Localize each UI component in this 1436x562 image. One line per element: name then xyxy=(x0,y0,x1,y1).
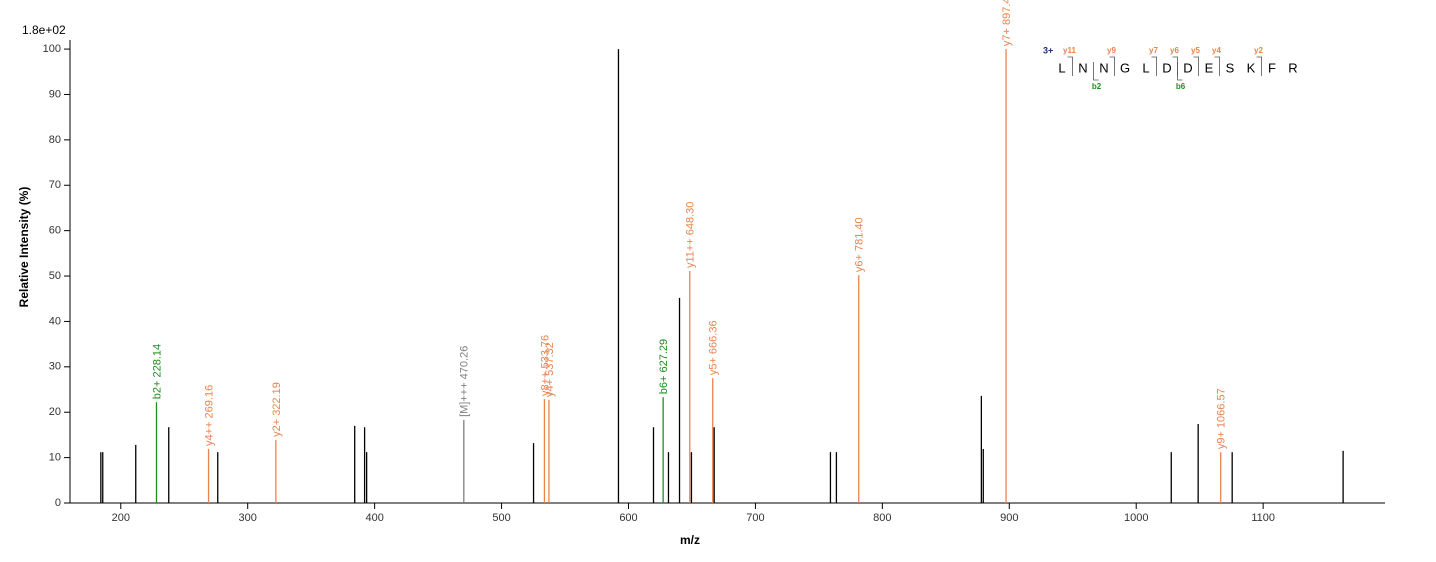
x-axis-title: m/z xyxy=(680,533,700,547)
peak-label: y6+ 781.40 xyxy=(854,217,866,272)
residue: G xyxy=(1120,60,1130,75)
x-tick-label: 900 xyxy=(1000,512,1018,524)
ion-bracket xyxy=(1214,56,1220,76)
y-tick-label: 70 xyxy=(49,179,61,191)
y-tick-label: 50 xyxy=(49,270,61,282)
ion-label: y9 xyxy=(1107,46,1116,55)
residue: R xyxy=(1288,60,1297,75)
x-tick-label: 600 xyxy=(619,512,637,524)
y-tick-label: 30 xyxy=(49,361,61,373)
peak-label: y4++ 269.16 xyxy=(203,385,215,446)
y-tick-label: 80 xyxy=(49,134,61,146)
peak-label: y8++ 533.76 xyxy=(539,335,551,396)
x-tick-label: 400 xyxy=(365,512,383,524)
peak-label: y11++ 648.30 xyxy=(685,202,697,268)
charge: 3+ xyxy=(1043,45,1053,55)
residue: F xyxy=(1268,60,1276,75)
ion-bracket xyxy=(1109,56,1115,76)
peak-label: y2+ 322.19 xyxy=(271,382,283,437)
x-tick-label: 1100 xyxy=(1251,512,1275,524)
y-tick-label: 20 xyxy=(49,406,61,418)
x-tick-label: 300 xyxy=(239,512,257,524)
ion-bracket xyxy=(1177,62,1183,81)
y-axis-title: Relative Intensity (%) xyxy=(17,187,31,308)
peak-label: y4+ 537.32 xyxy=(544,342,556,397)
residue: L xyxy=(1058,60,1065,75)
ion-bracket xyxy=(1256,56,1262,76)
y-tick-label: 10 xyxy=(49,452,61,464)
peak-label: b2+ 228.14 xyxy=(151,344,163,399)
ion-label: b6 xyxy=(1176,82,1186,91)
ion-bracket xyxy=(1193,56,1199,76)
residue: E xyxy=(1205,60,1214,75)
ion-bracket xyxy=(1067,56,1073,76)
peak-label: b6+ 627.29 xyxy=(658,339,670,394)
residue: N xyxy=(1099,60,1108,75)
ion-label: b2 xyxy=(1092,82,1102,91)
x-tick-label: 200 xyxy=(112,512,130,524)
y-tick-label: 100 xyxy=(43,43,61,55)
residue: N xyxy=(1078,60,1087,75)
peak-label: y7+ 897.45 xyxy=(1001,0,1013,46)
ion-bracket xyxy=(1093,62,1099,81)
x-tick-label: 1000 xyxy=(1124,512,1148,524)
residue: S xyxy=(1226,60,1235,75)
residue: D xyxy=(1162,60,1171,75)
peak-label: y9+ 1066.57 xyxy=(1216,388,1228,449)
peak-label: y5+ 666.36 xyxy=(708,320,720,375)
ion-label: y6 xyxy=(1170,46,1179,55)
residue: K xyxy=(1247,60,1256,75)
x-tick-label: 500 xyxy=(492,512,510,524)
residue: L xyxy=(1142,60,1149,75)
ion-label: y4 xyxy=(1212,46,1221,55)
ion-bracket xyxy=(1151,56,1157,76)
ion-label: y11 xyxy=(1063,46,1076,55)
x-tick-label: 700 xyxy=(746,512,764,524)
ion-label: y7 xyxy=(1149,46,1158,55)
peak-label: [M]+++ 470.26 xyxy=(459,346,471,417)
y-tick-label: 40 xyxy=(49,315,61,327)
x-tick-label: 800 xyxy=(873,512,891,524)
residue: D xyxy=(1183,60,1192,75)
ion-bracket xyxy=(1172,56,1178,76)
y-tick-label: 0 xyxy=(55,497,61,509)
ion-label: y5 xyxy=(1191,46,1200,55)
y-tick-label: 90 xyxy=(49,88,61,100)
ion-label: y2 xyxy=(1254,46,1263,55)
scale-label: 1.8e+02 xyxy=(22,23,66,37)
y-tick-label: 60 xyxy=(49,225,61,237)
